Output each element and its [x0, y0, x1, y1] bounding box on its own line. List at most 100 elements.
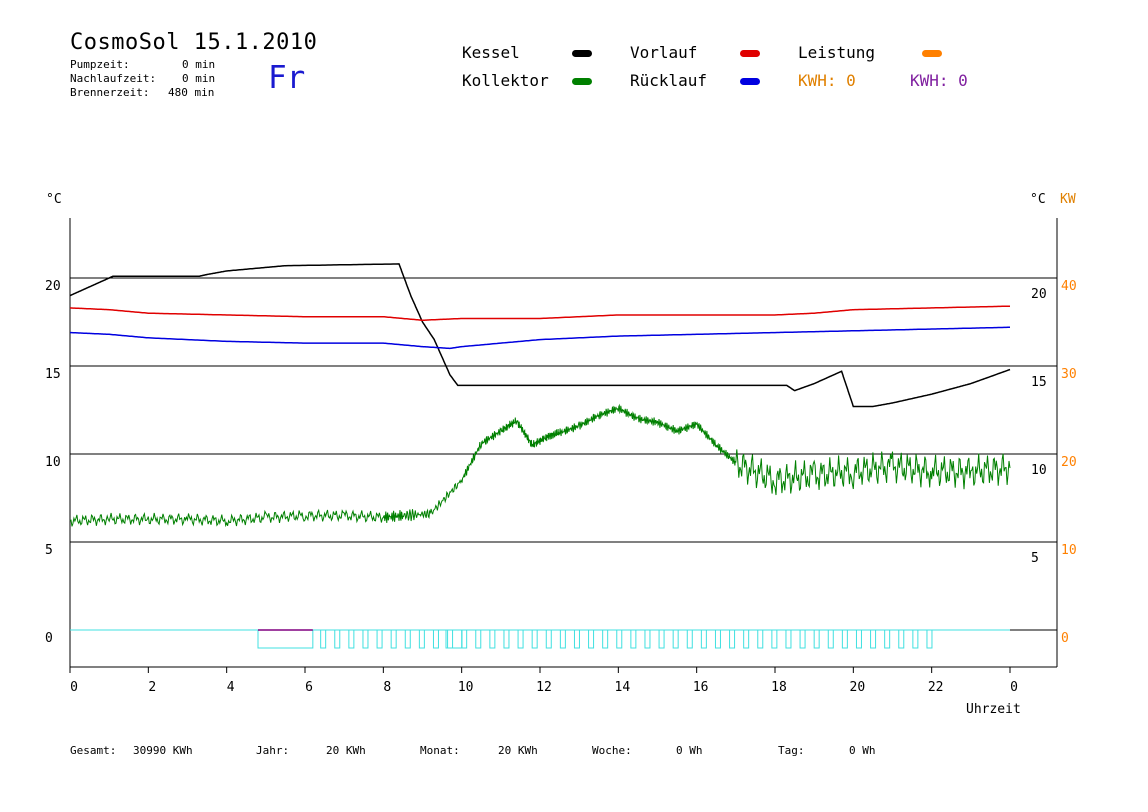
pump-pulse	[898, 629, 905, 649]
y-tick-right: 20	[1031, 287, 1047, 302]
pump-block	[445, 629, 463, 649]
pump-pulse	[376, 629, 383, 649]
pump-pulse	[686, 629, 693, 649]
pump-pulse	[714, 629, 721, 649]
y-tick-right-kw: 20	[1061, 455, 1077, 470]
legend-kessel: Kessel	[462, 43, 520, 62]
pump-pulse	[588, 629, 595, 649]
footer-woche-value: 0 Wh	[676, 744, 703, 757]
pump-pulse	[531, 629, 538, 649]
pump-pulse	[700, 629, 707, 649]
pump-pulse	[559, 629, 566, 649]
brenner-time-value: 480 min	[168, 86, 215, 99]
pump-pulse	[475, 629, 482, 649]
pump-pulse	[870, 629, 877, 649]
legend-ruecklauf-swatch	[740, 78, 760, 85]
pump-pulse	[771, 629, 778, 649]
pump-pulse	[390, 629, 397, 649]
nachlauf-time-label: Nachlaufzeit:	[70, 72, 157, 85]
x-tick-label: 0	[1010, 680, 1018, 695]
pump-pulse	[489, 629, 496, 649]
pump-block	[257, 629, 314, 649]
x-tick-label: 18	[771, 680, 787, 695]
pump-pulse	[912, 629, 919, 649]
pump-pulse	[404, 629, 411, 649]
legend-kessel-swatch	[572, 50, 592, 57]
pump-pulse	[729, 629, 736, 649]
x-tick-label: 10	[458, 680, 474, 695]
pump-pulse	[855, 629, 862, 649]
left-axis-unit: °C	[46, 192, 62, 207]
pump-pulse	[461, 629, 468, 649]
legend-kollektor-swatch	[572, 78, 592, 85]
legend-vorlauf-swatch	[740, 50, 760, 57]
pump-pulse	[418, 629, 425, 649]
footer-tag-value: 0 Wh	[849, 744, 876, 757]
legend-kollektor: Kollektor	[462, 71, 549, 90]
x-tick-label: 16	[693, 680, 709, 695]
pump-pulse	[432, 629, 439, 649]
legend-leistung: Leistung	[798, 43, 876, 62]
footer-woche-label: Woche:	[592, 744, 632, 757]
legend-vorlauf: Vorlauf	[630, 43, 698, 62]
right-axis-unit: °C	[1030, 192, 1046, 207]
y-tick-left: 15	[45, 367, 61, 382]
footer-monat-label: Monat:	[420, 744, 460, 757]
x-tick-label: 14	[615, 680, 631, 695]
pump-pulse	[348, 629, 355, 649]
y-tick-right-kw: 0	[1061, 631, 1069, 646]
pump-pulse	[926, 629, 933, 649]
pump-pulse	[785, 629, 792, 649]
x-tick-label: 20	[850, 680, 866, 695]
y-tick-left: 10	[45, 455, 61, 470]
pump-pulse	[799, 629, 806, 649]
pump-pulse	[658, 629, 665, 649]
x-tick-label: 2	[148, 680, 156, 695]
footer-gesamt-value: 30990 KWh	[133, 744, 193, 757]
legend-ruecklauf: Rücklauf	[630, 71, 708, 90]
pump-pulse	[503, 629, 510, 649]
y-tick-left: 5	[45, 543, 53, 558]
x-tick-label: 8	[383, 680, 391, 695]
x-tick-label: 12	[536, 680, 552, 695]
y-tick-right: 10	[1031, 463, 1047, 478]
footer-tag-label: Tag:	[778, 744, 805, 757]
series-line-ruecklauf	[70, 326, 1010, 350]
footer-jahr-label: Jahr:	[256, 744, 290, 757]
pump-pulse	[884, 629, 891, 649]
x-axis-label: Uhrzeit	[966, 702, 1021, 717]
footer-monat-value: 20 KWh	[498, 744, 538, 757]
brenner-time-label: Brennerzeit:	[70, 86, 150, 99]
pump-pulse	[644, 629, 651, 649]
pump-pulse	[334, 629, 341, 649]
y-tick-right: 15	[1031, 375, 1047, 390]
pump-pulse	[447, 629, 454, 649]
chart-title: CosmoSol 15.1.2010	[70, 30, 318, 55]
x-tick-label: 4	[227, 680, 235, 695]
pump-pulse	[757, 629, 764, 649]
weekday-label: Fr	[268, 60, 306, 96]
y-tick-right: 5	[1031, 551, 1039, 566]
series-line-kessel	[69, 263, 1011, 408]
pump-pulse	[602, 629, 609, 649]
y-tick-right-kw: 10	[1061, 543, 1077, 558]
pump-pulse	[616, 629, 623, 649]
pump-pulse	[630, 629, 637, 649]
x-tick-label: 0	[70, 680, 78, 695]
legend-kwh-orange: KWH: 0	[798, 71, 856, 90]
pump-time-value: 0 min	[182, 58, 216, 71]
legend-leistung-swatch	[922, 50, 942, 57]
pump-pulse	[813, 629, 820, 649]
pump-pulse	[362, 629, 369, 649]
footer-jahr-value: 20 KWh	[326, 744, 366, 757]
y-tick-right-kw: 30	[1061, 367, 1077, 382]
y-tick-left: 20	[45, 279, 61, 294]
pump-pulse	[743, 629, 750, 649]
pump-pulse	[545, 629, 552, 649]
right-axis-unit-kw: KW	[1060, 192, 1076, 207]
pump-pulse	[672, 629, 679, 649]
pump-pulse	[827, 629, 834, 649]
pump-pulse	[320, 629, 327, 649]
pump-pulse	[517, 629, 524, 649]
